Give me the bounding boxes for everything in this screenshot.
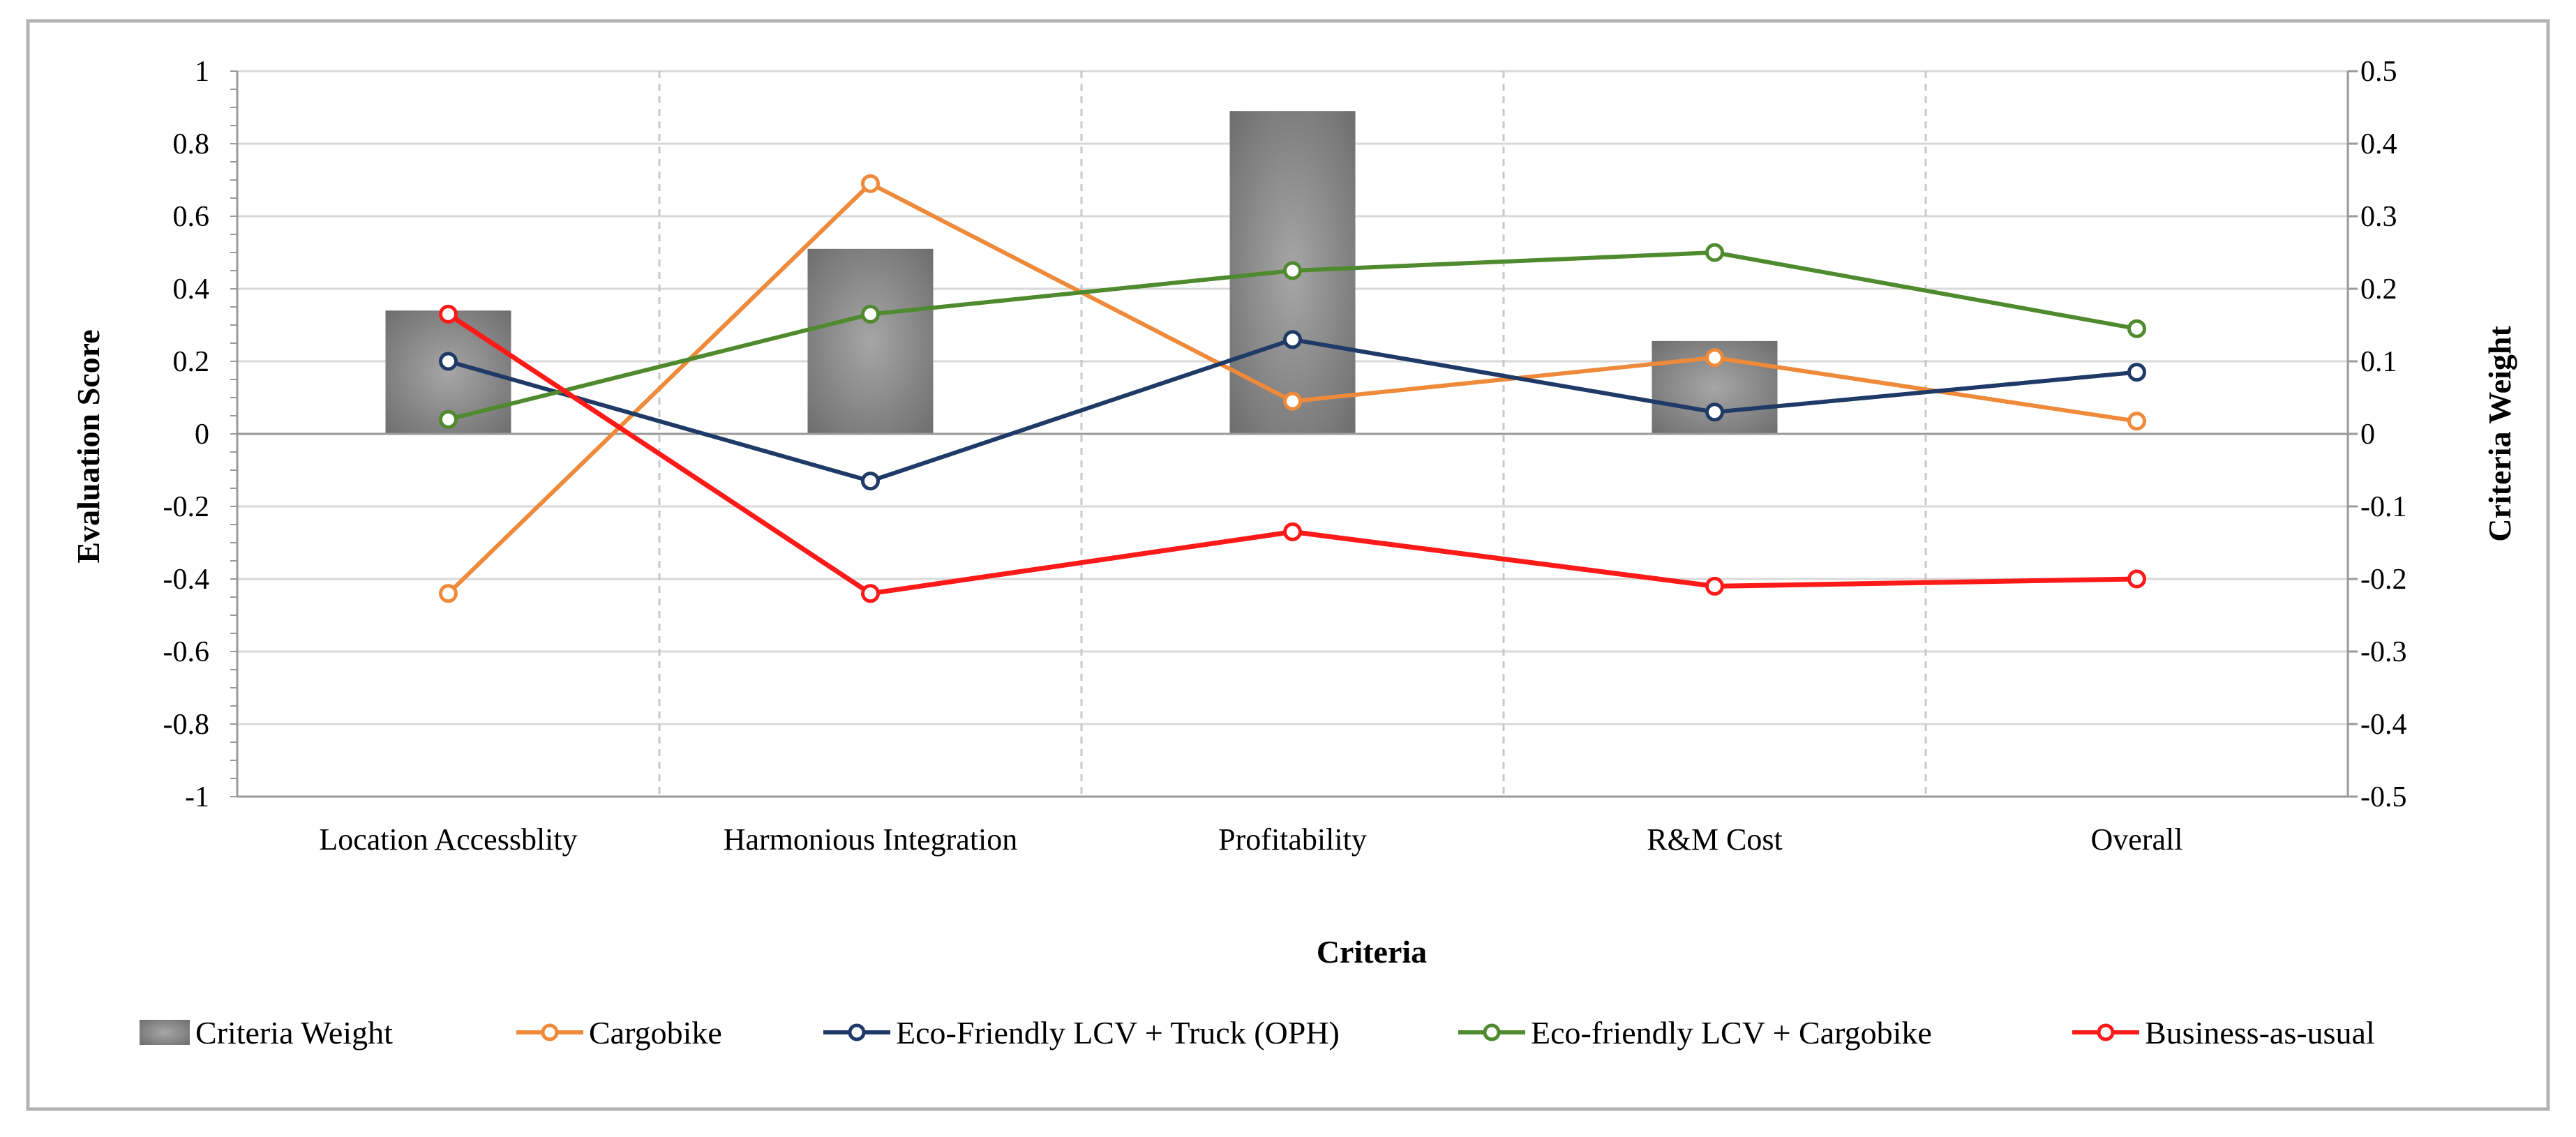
legend-swatch <box>140 1020 190 1045</box>
x-tick-label: Harmonious Integration <box>724 822 1018 857</box>
y2-tick-label: -0.2 <box>2360 564 2407 596</box>
legend-item: Criteria Weight <box>140 1015 393 1051</box>
series-point <box>1705 243 1724 262</box>
y2-tick-label: 0 <box>2360 419 2375 451</box>
y2-tick-label: -0.5 <box>2360 781 2407 813</box>
y-tick-label: -0.4 <box>163 564 210 596</box>
x-tick-label: Overall <box>2091 822 2183 857</box>
y2-tick-label: 0.4 <box>2360 128 2397 160</box>
y-tick-label: -0.2 <box>163 491 210 523</box>
tick-labels: 1 0.8 0.6 0.4 0.2 0 -0.2 -0.4 -0.6 -0.8 -1 0.5 0.4 0.… <box>163 56 2407 857</box>
legend-label: Criteria Weight <box>195 1015 393 1051</box>
legend-label: Eco-friendly LCV + Cargobike <box>1531 1015 1932 1051</box>
series-point <box>2127 412 2146 431</box>
series-point <box>1705 576 1724 596</box>
y-tick-label: 0.4 <box>173 273 210 306</box>
legend-swatch-marker <box>2097 1023 2115 1041</box>
legend-label: Eco-Friendly LCV + Truck (OPH) <box>896 1015 1340 1051</box>
y-tick-label: 0.8 <box>173 128 210 160</box>
y-tick-label: 1 <box>195 56 209 88</box>
legend-swatch-marker <box>848 1023 866 1041</box>
x-tick-label: R&M Cost <box>1647 822 1782 857</box>
x-tick-label: Profitability <box>1218 822 1367 857</box>
y2-tick-label: -0.3 <box>2360 636 2407 668</box>
series-point <box>861 174 880 193</box>
legend-label: Cargobike <box>589 1015 722 1051</box>
y-tick-label: 0.2 <box>173 346 210 378</box>
y2-tick-label: 0.1 <box>2360 346 2397 378</box>
legend-label: Business-as-usual <box>2145 1015 2375 1051</box>
line-series <box>439 174 2146 603</box>
legend-item: Eco-friendly LCV + Cargobike <box>1458 1015 1932 1051</box>
series-point <box>1283 522 1302 541</box>
series-point <box>1283 391 1302 411</box>
series-point <box>2127 569 2146 589</box>
legend-item: Business-as-usual <box>2072 1015 2375 1051</box>
y-tick-label: -0.8 <box>163 709 210 741</box>
series-point <box>861 584 880 603</box>
y2-axis-title: Criteria Weight <box>2482 326 2517 542</box>
series-point <box>1705 402 1724 422</box>
y-tick-label: -0.6 <box>163 636 210 668</box>
y2-tick-label: -0.4 <box>2360 709 2407 741</box>
y-tick-label: 0 <box>195 419 209 451</box>
series-point <box>1283 261 1302 280</box>
series-point <box>1283 330 1302 349</box>
y2-tick-label: -0.1 <box>2360 491 2407 523</box>
legend-swatch-marker <box>1483 1023 1501 1041</box>
y2-tick-label: 0.2 <box>2360 273 2397 306</box>
x-axis-title: Criteria <box>1317 934 1427 970</box>
series-point <box>439 584 458 603</box>
series-point <box>439 304 458 324</box>
legend: Criteria Weight Cargobike Eco-Friendly LCV… <box>140 1015 2375 1051</box>
y-tick-label: 0.6 <box>173 201 210 233</box>
legend-item: Eco-Friendly LCV + Truck (OPH) <box>823 1015 1340 1051</box>
criteria-weight-bar <box>807 248 934 434</box>
y-tick-label: -1 <box>185 781 209 813</box>
series-point <box>861 472 880 491</box>
series-point <box>439 409 458 429</box>
y2-tick-label: 0.5 <box>2360 56 2397 88</box>
series-point <box>439 352 458 371</box>
axes <box>230 70 2358 798</box>
legend-item: Cargobike <box>516 1015 722 1051</box>
y-axis-title: Evaluation Score <box>70 329 106 563</box>
series-point <box>861 304 880 324</box>
legend-swatch-marker <box>541 1023 559 1041</box>
x-tick-label: Location Accessblity <box>319 822 577 857</box>
series-point <box>2127 363 2146 382</box>
series-point <box>1705 348 1724 368</box>
y2-tick-label: 0.3 <box>2360 201 2397 233</box>
series-point <box>2127 319 2146 338</box>
